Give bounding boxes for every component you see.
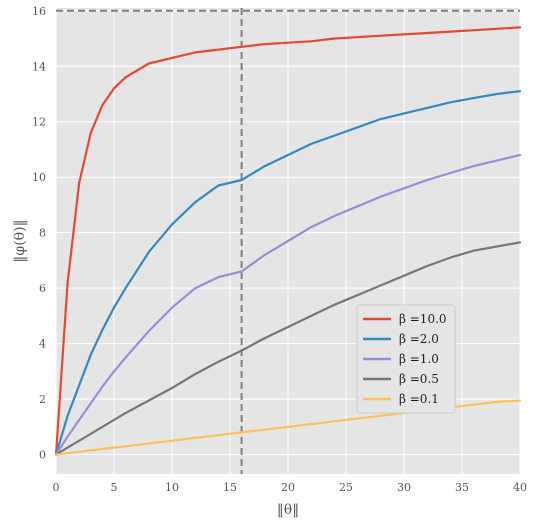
x-tick-label: 5 [111,481,118,494]
legend-label: β =0.5 [399,372,439,386]
series-line-3 [54,241,522,456]
y-tick-label: 14 [32,60,46,73]
reference-lines [56,8,520,474]
x-tick-label: 35 [455,481,469,494]
y-tick-label: 2 [39,393,46,406]
tick-labels: 0 5 10 15 20 25 30 35 40 0 2 4 6 8 10 12 14 16 [32,5,527,494]
y-axis-label: ‖φ(θ)‖ [12,219,28,262]
legend-label: β =0.1 [399,392,439,406]
series-lines [54,26,522,456]
x-tick-label: 40 [513,481,527,494]
series-line-0 [54,26,522,456]
series-line-2 [54,153,522,456]
y-tick-label: 10 [32,171,46,184]
x-axis-label: ‖θ‖ [277,502,299,518]
y-tick-label: 6 [39,282,46,295]
x-tick-label: 30 [397,481,411,494]
legend-label: β =10.0 [399,312,447,326]
y-tick-label: 0 [39,449,46,462]
y-tick-label: 4 [39,338,46,351]
y-tick-label: 8 [39,227,46,240]
legend-box [356,304,456,414]
legend-label: β =2.0 [399,332,439,346]
x-tick-label: 0 [53,481,60,494]
x-tick-label: 25 [339,481,353,494]
y-tick-label: 16 [32,5,46,18]
legend-label: β =1.0 [399,352,439,366]
series-line-1 [54,90,522,456]
legend: β =10.0 β =2.0 β =1.0 β =0.5 β =0.1 [356,304,456,414]
x-tick-label: 15 [223,481,237,494]
y-tick-label: 12 [32,116,46,129]
x-tick-label: 10 [165,481,179,494]
x-tick-label: 20 [281,481,295,494]
